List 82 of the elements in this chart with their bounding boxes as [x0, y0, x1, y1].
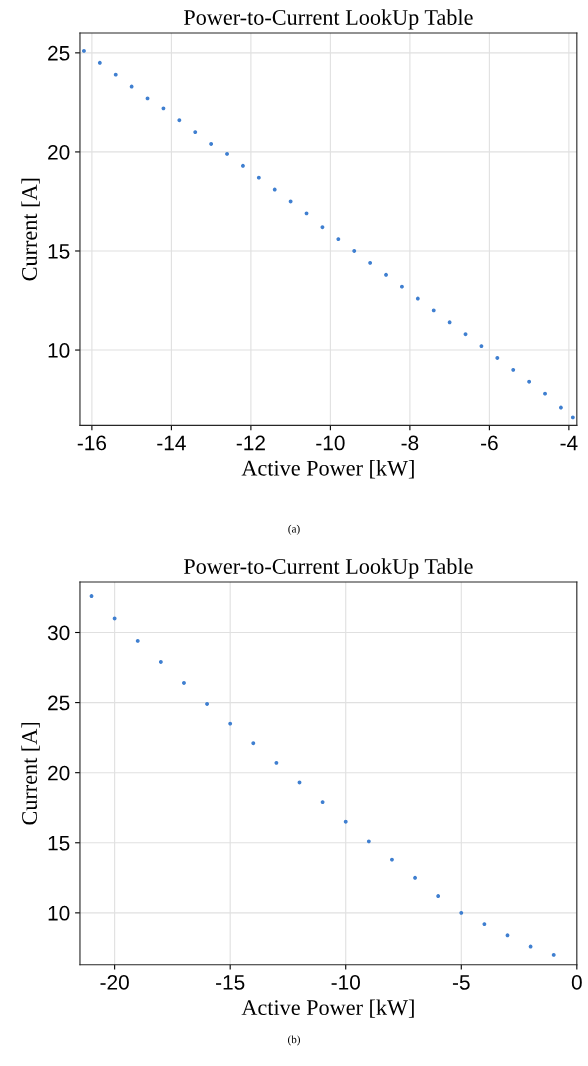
point — [320, 225, 325, 230]
point — [272, 187, 277, 192]
point — [89, 594, 94, 598]
point — [81, 48, 86, 53]
chart-title: Power-to-Current LookUp Table — [183, 9, 473, 30]
point — [336, 237, 341, 242]
x-tick-label: -5 — [452, 975, 470, 990]
point — [415, 296, 420, 301]
point — [343, 819, 348, 824]
point — [390, 857, 394, 862]
point — [225, 151, 229, 156]
x-tick-label: -8 — [401, 435, 419, 451]
point — [240, 163, 245, 168]
point — [543, 391, 547, 396]
point — [205, 702, 210, 706]
point — [447, 320, 452, 325]
point — [558, 405, 563, 410]
point — [528, 944, 533, 949]
y-tick-label: 10 — [48, 905, 70, 921]
x-axis-title: Active Power [kW] — [241, 999, 414, 1018]
x-tick-label: -15 — [216, 975, 245, 990]
y-tick-label: 30 — [47, 625, 70, 641]
y-tick-label: 25 — [48, 695, 70, 711]
point — [274, 760, 279, 765]
point — [145, 96, 150, 101]
point — [320, 800, 325, 805]
x-axis-title: Active Power [kW] — [241, 460, 414, 479]
x-tick-label: -12 — [236, 435, 265, 451]
point — [158, 659, 163, 664]
point — [209, 142, 214, 146]
point — [304, 211, 309, 216]
point — [482, 922, 487, 927]
point — [193, 130, 198, 135]
y-tick-label: 15 — [48, 244, 70, 259]
x-tick-label: -14 — [157, 435, 186, 451]
point — [161, 106, 166, 111]
point — [288, 199, 293, 204]
point — [495, 356, 500, 360]
point — [113, 72, 118, 77]
y-axis-title: Current [A] — [21, 178, 40, 281]
point — [463, 332, 468, 337]
point — [459, 910, 464, 915]
y-axis-title: Current [A] — [21, 722, 40, 825]
text: (b) — [288, 1035, 300, 1046]
point — [384, 272, 388, 277]
point — [228, 721, 233, 726]
point — [551, 952, 556, 957]
y-tick-label: 20 — [48, 765, 70, 781]
x-tick-label: 0 — [571, 975, 582, 990]
point — [527, 379, 532, 384]
y-tick-label: 20 — [48, 144, 70, 160]
y-tick-label: 25 — [48, 45, 70, 61]
x-tick-label: -4 — [560, 435, 578, 451]
point — [112, 616, 117, 621]
point — [511, 367, 516, 372]
point — [436, 894, 441, 898]
point — [251, 741, 256, 746]
point — [256, 175, 261, 180]
point — [366, 839, 371, 844]
point — [479, 344, 484, 349]
y-tick-label: 15 — [48, 835, 70, 851]
chart-title: Power-to-Current LookUp Table — [183, 558, 473, 579]
x-tick-label: -16 — [77, 435, 107, 451]
text: (a) — [288, 524, 300, 535]
y-tick-label: 10 — [48, 343, 70, 358]
point — [177, 118, 182, 123]
point — [129, 84, 134, 89]
point — [97, 60, 102, 65]
point — [570, 415, 575, 420]
point — [431, 308, 436, 313]
x-tick-label: -6 — [481, 435, 498, 451]
x-tick-label: -10 — [331, 975, 360, 990]
point — [297, 780, 302, 785]
point — [352, 249, 357, 253]
point — [413, 875, 418, 880]
point — [135, 638, 140, 643]
x-tick-label: -10 — [316, 435, 345, 451]
x-tick-label: -20 — [100, 975, 129, 990]
point — [368, 260, 373, 265]
point — [399, 284, 404, 289]
point — [182, 681, 186, 685]
point — [505, 933, 510, 938]
